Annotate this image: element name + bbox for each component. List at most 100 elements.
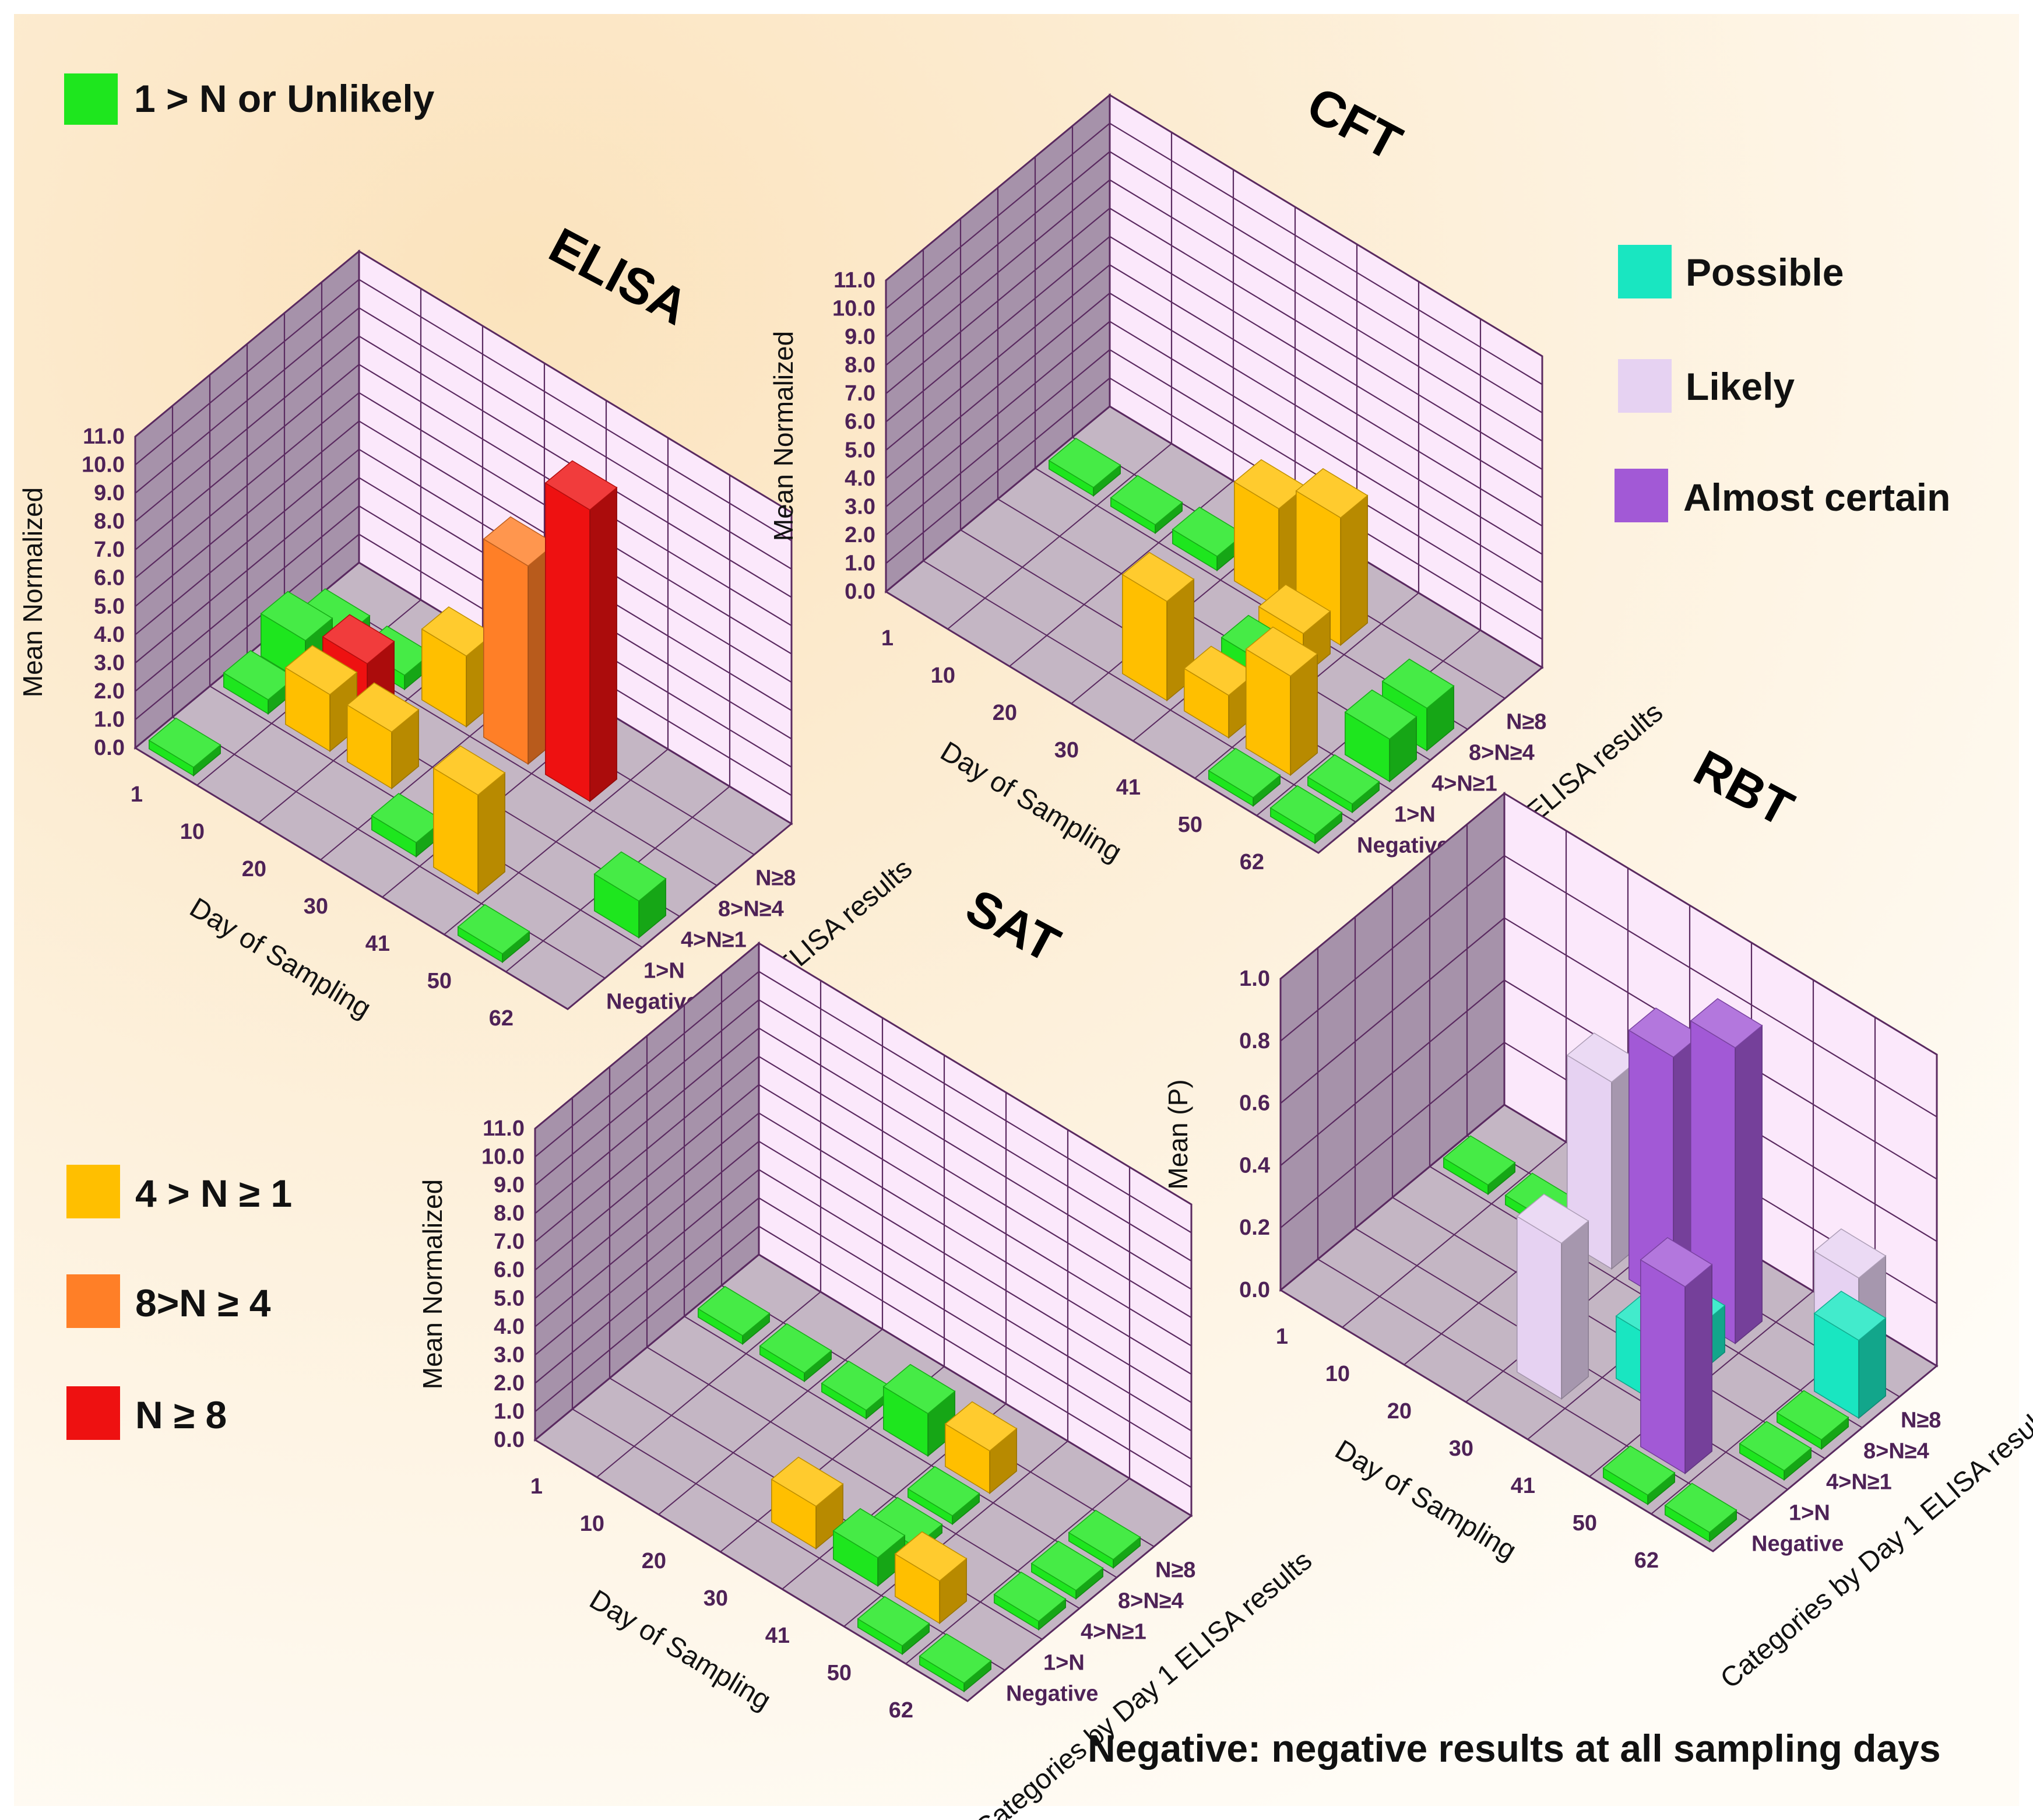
y-tick-label: 6.0 [494, 1258, 525, 1283]
bar [1664, 1482, 1737, 1543]
z-tick-label: Negative [1751, 1532, 1844, 1557]
y-tick-label: 10.0 [832, 297, 875, 321]
y-tick-label: 10.0 [82, 453, 125, 477]
bar [1110, 475, 1183, 535]
y-tick-label: 3.0 [94, 651, 125, 675]
y-axis-label: Mean Normalized [417, 1179, 448, 1389]
floor-gridline [572, 1408, 1005, 1671]
bar-front-face [1640, 1259, 1686, 1474]
bar-top-face [1344, 689, 1418, 740]
x-tick-label: 10 [931, 663, 955, 688]
bar [1048, 437, 1121, 497]
legend-swatch-high [66, 1386, 120, 1440]
bar [1776, 1390, 1849, 1450]
bar-top-face [832, 1508, 906, 1559]
y-tick-label: 1.0 [845, 551, 875, 575]
bar-top-face [1110, 475, 1183, 526]
y-tick-label: 5.0 [94, 594, 125, 619]
floor-gridline [172, 716, 606, 979]
bar [483, 516, 556, 765]
chart-sat: 0.01.02.03.04.05.06.07.08.09.010.011.0Me… [417, 879, 1318, 1820]
bar-top-face [1776, 1390, 1849, 1440]
legend-item-possible: Possible [1618, 245, 1844, 298]
x-tick-label: 30 [1449, 1436, 1473, 1461]
bar [346, 682, 420, 790]
legend-label-possible: Possible [1686, 251, 1844, 294]
y-axis-label: Mean Normalized [768, 331, 799, 541]
y-tick-label: 2.0 [494, 1371, 525, 1396]
legend-item-high: N ≥ 8 [66, 1386, 227, 1440]
bar-top-face [857, 1596, 930, 1647]
bar [1307, 754, 1380, 814]
z-tick-label: 1>N [643, 959, 685, 983]
y-tick-label: 9.0 [845, 325, 875, 349]
bar-side-face [589, 486, 617, 803]
legend-swatch-possible [1618, 245, 1672, 298]
bar-top-face [1739, 1421, 1812, 1471]
bar-top-face [1307, 754, 1380, 805]
x-tick-label: 1 [131, 782, 143, 807]
floor-gridline [135, 747, 568, 1010]
legend-label-almost-certain: Almost certain [1683, 476, 1950, 519]
bar [457, 904, 530, 964]
x-tick-label: 41 [765, 1624, 790, 1648]
z-tick-label: 8>N≥4 [718, 897, 784, 922]
bar-top-face [759, 1323, 832, 1374]
z-tick-label: 4>N≥1 [681, 928, 747, 953]
y-tick-label: 0.4 [1239, 1153, 1270, 1178]
x-tick-label: 10 [580, 1512, 604, 1536]
bar-top-face [1690, 998, 1763, 1049]
bar-front-face [1517, 1215, 1562, 1400]
bar [1443, 1135, 1516, 1196]
x-tick-label: 10 [1325, 1362, 1350, 1386]
y-tick-label: 1.0 [1239, 967, 1270, 991]
bar [1245, 626, 1318, 777]
bar-top-face [1516, 1193, 1589, 1244]
bar [1030, 1540, 1104, 1600]
y-tick-label: 8.0 [94, 510, 125, 534]
bar-top-face [593, 851, 667, 902]
x-tick-label: 62 [489, 1006, 513, 1031]
y-tick-label: 7.0 [94, 537, 125, 562]
bar [993, 1571, 1067, 1631]
z-tick-label: N≥8 [755, 866, 796, 891]
z-tick-label: 4>N≥1 [1826, 1470, 1892, 1495]
x-tick-label: 41 [1511, 1474, 1535, 1498]
y-tick-label: 4.0 [494, 1315, 525, 1339]
floor-gridline [684, 1316, 1117, 1578]
z-tick-label: 8>N≥4 [1863, 1439, 1929, 1464]
bar-top-face [919, 1633, 992, 1684]
x-tick-label: 62 [889, 1698, 913, 1723]
floor-gridline [1317, 1259, 1751, 1521]
bar [832, 1508, 906, 1587]
bar [882, 1364, 956, 1457]
x-tick-label: 1 [1276, 1324, 1288, 1349]
y-tick-label: 4.0 [94, 623, 125, 647]
bar-top-face [1602, 1445, 1676, 1496]
bar-front-face [545, 482, 590, 802]
legend-item-almost-certain: Almost certain [1615, 469, 1950, 522]
legend-swatch-unlikely [64, 73, 118, 125]
floor-gridline [646, 1347, 1080, 1609]
bar-top-face [1443, 1135, 1516, 1186]
bar-top-face [260, 591, 333, 641]
bar [1739, 1421, 1812, 1481]
bar-top-face [544, 460, 618, 511]
legend-item-likely: Likely [1618, 359, 1795, 413]
floor-gridline [885, 591, 1319, 853]
bar-top-face [907, 1466, 980, 1517]
bar-top-face [457, 904, 530, 955]
y-tick-label: 0.6 [1239, 1091, 1270, 1116]
bar [432, 745, 506, 895]
x-tick-label: 1 [530, 1474, 543, 1499]
x-tick-label: 62 [1240, 850, 1264, 874]
z-tick-label: 4>N≥1 [1431, 772, 1497, 796]
y-tick-label: 8.0 [845, 353, 875, 378]
floor-gridline [1392, 1197, 1826, 1459]
y-tick-label: 5.0 [494, 1286, 525, 1310]
x-tick-label: 30 [304, 894, 328, 919]
x-tick-label: 20 [642, 1549, 666, 1573]
z-tick-label: N≥8 [1155, 1558, 1195, 1583]
bar [1208, 747, 1281, 807]
x-tick-label: 20 [242, 857, 266, 881]
